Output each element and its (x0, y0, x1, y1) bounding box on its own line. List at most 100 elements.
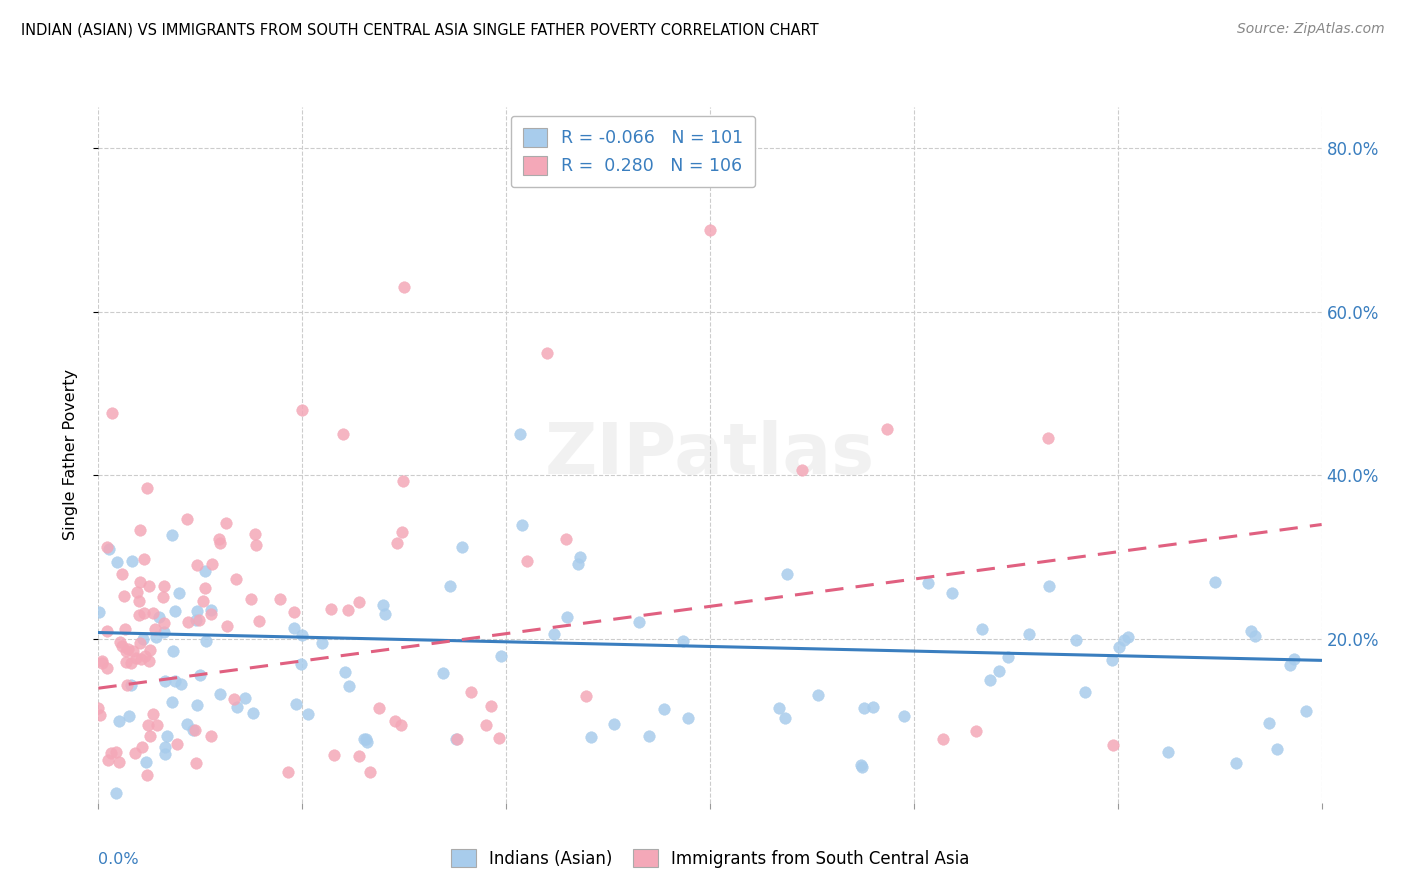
Point (354, 731, 377, 746)
Point (153, 739, 176, 754)
Point (790, 463, 813, 477)
Point (100, 746, 122, 760)
Point (353, 731, 375, 746)
Point (114, 622, 136, 636)
Point (1108, 640, 1130, 654)
Point (1102, 738, 1125, 752)
Point (637, 730, 659, 744)
Point (132, 607, 155, 621)
Point (391, 474, 413, 488)
Point (186, 604, 208, 618)
Point (138, 729, 160, 743)
Point (917, 575, 939, 590)
Point (160, 695, 183, 709)
Point (773, 711, 796, 725)
Point (862, 699, 884, 714)
Point (129, 523, 152, 537)
Point (132, 632, 155, 646)
Text: ZIPatlas: ZIPatlas (546, 420, 875, 490)
Point (224, 692, 246, 706)
Point (104, 786, 127, 800)
Point (153, 625, 176, 640)
Point (142, 607, 165, 621)
Point (166, 737, 188, 751)
Point (853, 700, 876, 714)
Point (510, 518, 533, 533)
Point (148, 610, 170, 624)
Point (132, 552, 155, 566)
Point (200, 607, 222, 621)
Point (108, 714, 131, 728)
Point (117, 642, 139, 657)
Point (112, 589, 135, 603)
Point (1074, 685, 1097, 699)
Point (603, 716, 626, 731)
Point (225, 699, 247, 714)
Point (145, 630, 167, 644)
Point (160, 528, 183, 542)
Point (138, 654, 160, 668)
Point (128, 594, 150, 608)
Point (568, 549, 591, 564)
Point (460, 685, 482, 699)
Point (336, 603, 359, 617)
Point (371, 598, 394, 612)
Point (184, 723, 207, 737)
Point (139, 643, 162, 657)
Point (676, 711, 699, 725)
Point (122, 644, 145, 658)
Point (208, 532, 231, 546)
Point (200, 603, 222, 617)
Point (129, 651, 152, 665)
Point (284, 697, 307, 711)
Point (187, 613, 209, 627)
Point (439, 579, 461, 593)
Point (153, 674, 176, 689)
Point (851, 760, 873, 774)
Point (162, 644, 184, 658)
Point (1036, 431, 1059, 445)
Point (115, 677, 138, 691)
Point (332, 427, 354, 442)
Point (446, 732, 468, 747)
Point (291, 628, 314, 642)
Legend: Indians (Asian), Immigrants from South Central Asia: Indians (Asian), Immigrants from South C… (444, 842, 976, 874)
Point (143, 622, 166, 636)
Point (450, 540, 472, 554)
Point (444, 731, 467, 746)
Point (170, 677, 193, 691)
Point (152, 579, 174, 593)
Point (177, 615, 200, 629)
Point (1157, 745, 1180, 759)
Point (385, 536, 408, 550)
Point (155, 747, 177, 762)
Point (96, 661, 118, 675)
Point (214, 516, 236, 531)
Point (555, 610, 578, 624)
Point (108, 635, 131, 649)
Point (290, 657, 312, 671)
Point (359, 765, 381, 780)
Point (970, 622, 993, 636)
Point (208, 687, 231, 701)
Point (153, 615, 176, 630)
Text: Source: ZipAtlas.com: Source: ZipAtlas.com (1237, 22, 1385, 37)
Point (136, 717, 159, 731)
Point (247, 615, 270, 629)
Point (233, 691, 256, 706)
Point (1225, 756, 1247, 770)
Point (876, 421, 898, 435)
Point (101, 406, 124, 420)
Point (90, 656, 112, 670)
Point (1257, 715, 1279, 730)
Point (776, 567, 799, 582)
Point (965, 724, 987, 739)
Point (269, 591, 291, 606)
Point (432, 666, 454, 681)
Point (323, 747, 346, 762)
Point (1038, 579, 1060, 593)
Point (283, 605, 305, 619)
Point (297, 706, 319, 721)
Point (941, 586, 963, 600)
Point (851, 758, 873, 772)
